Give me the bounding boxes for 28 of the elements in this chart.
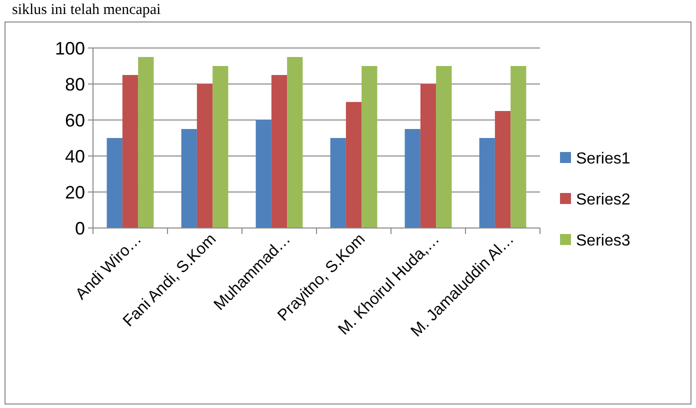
bar (436, 66, 452, 228)
y-tick-label: 40 (64, 146, 85, 166)
bar (256, 120, 272, 228)
bar (106, 138, 122, 228)
bar (271, 75, 288, 228)
bar (362, 66, 378, 228)
bar (330, 138, 346, 228)
bar (420, 84, 436, 228)
bar (479, 138, 495, 228)
bar (181, 129, 197, 228)
bar (287, 57, 303, 228)
y-tick-label: 100 (54, 38, 85, 58)
bar (510, 66, 526, 228)
legend-label: Series3 (576, 232, 630, 250)
text: siklus ini telah mencapai (12, 2, 161, 18)
bar (196, 84, 213, 228)
y-tick-label: 20 (64, 182, 85, 202)
y-tick-label: 80 (64, 74, 85, 94)
bar (404, 129, 420, 228)
y-tick-label: 0 (74, 218, 85, 238)
legend-label: Series1 (576, 150, 630, 168)
y-tick-label: 60 (64, 110, 85, 130)
bar (122, 75, 138, 228)
bar (138, 57, 154, 228)
bar (212, 66, 228, 228)
bar (494, 111, 511, 228)
bar (346, 102, 362, 228)
legend-label: Series2 (576, 192, 630, 209)
